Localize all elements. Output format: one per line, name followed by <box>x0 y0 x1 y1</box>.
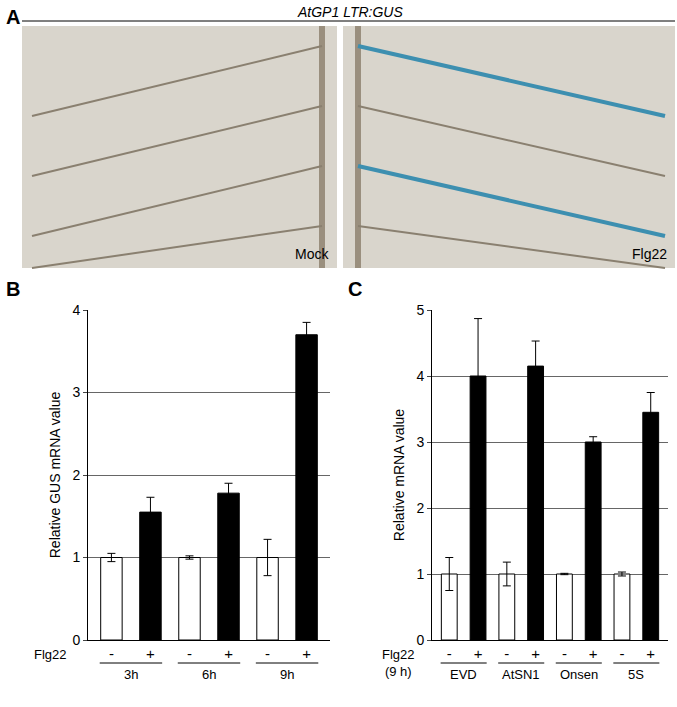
svg-text:AtGP1 LTR:GUS: AtGP1 LTR:GUS <box>297 4 403 20</box>
svg-text:-: - <box>187 645 192 662</box>
svg-text:3: 3 <box>416 434 424 450</box>
svg-text:2: 2 <box>72 467 80 483</box>
svg-text:+: + <box>224 645 233 662</box>
svg-text:2: 2 <box>416 500 424 516</box>
svg-text:A: A <box>6 6 20 28</box>
svg-text:Onsen: Onsen <box>560 667 598 682</box>
svg-text:Relative mRNA value: Relative mRNA value <box>391 409 407 541</box>
svg-text:1: 1 <box>416 566 424 582</box>
svg-text:4: 4 <box>416 368 424 384</box>
svg-text:Flg22: Flg22 <box>632 246 667 262</box>
svg-text:EVD: EVD <box>450 667 477 682</box>
svg-text:-: - <box>265 645 270 662</box>
svg-text:-: - <box>504 645 509 662</box>
svg-text:Flg22(9 h): Flg22(9 h) <box>382 647 415 679</box>
svg-text:-: - <box>109 645 114 662</box>
svg-text:0: 0 <box>416 632 424 648</box>
svg-text:3h: 3h <box>124 667 138 682</box>
svg-text:+: + <box>646 645 655 662</box>
svg-text:B: B <box>6 278 20 300</box>
svg-text:4: 4 <box>72 302 80 318</box>
svg-text:Mock: Mock <box>295 246 329 262</box>
svg-text:6h: 6h <box>202 667 216 682</box>
svg-text:-: - <box>562 645 567 662</box>
svg-text:1: 1 <box>72 549 80 565</box>
svg-text:Relative GUS mRNA value: Relative GUS mRNA value <box>47 392 63 559</box>
svg-text:+: + <box>474 645 483 662</box>
svg-text:AtSN1: AtSN1 <box>502 667 540 682</box>
svg-text:Flg22: Flg22 <box>34 647 67 662</box>
svg-text:-: - <box>447 645 452 662</box>
svg-text:5S: 5S <box>628 667 644 682</box>
svg-text:3: 3 <box>72 384 80 400</box>
svg-text:-: - <box>619 645 624 662</box>
svg-text:+: + <box>589 645 598 662</box>
svg-text:+: + <box>146 645 155 662</box>
svg-text:0: 0 <box>72 632 80 648</box>
svg-text:+: + <box>302 645 311 662</box>
svg-text:C: C <box>348 278 362 300</box>
svg-text:+: + <box>531 645 540 662</box>
svg-text:5: 5 <box>416 302 424 318</box>
svg-text:9h: 9h <box>280 667 294 682</box>
